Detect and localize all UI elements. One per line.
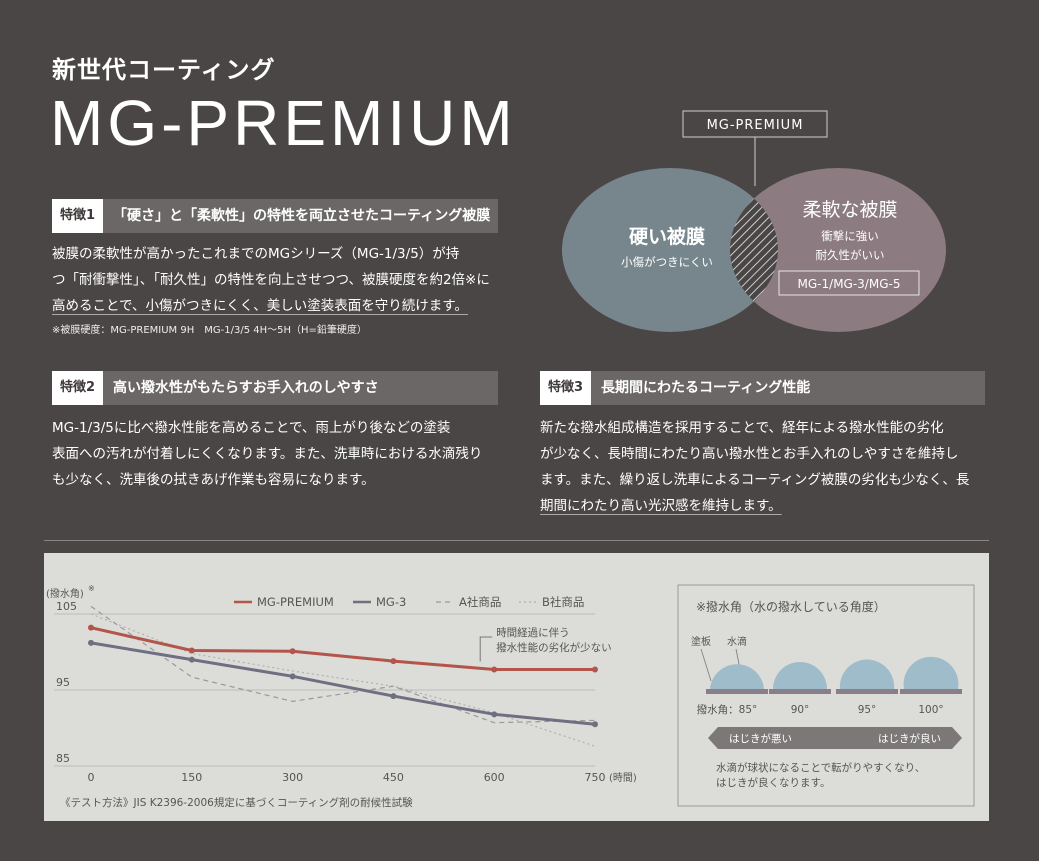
hard-film-ellipse	[562, 168, 778, 332]
data-point	[592, 666, 598, 673]
water-repellency-chart: 85 95 105 0 150 300 450 600 750 (時間) (撥水角) ※ MG-PREM…	[46, 584, 637, 809]
feature-3-line-4: 期間にわたり高い光沢感を維持します。	[540, 498, 782, 514]
angle-label: 95°	[858, 704, 877, 716]
series-line	[90, 626, 595, 671]
soft-film-box	[778, 270, 920, 296]
angle-label: 撥水角：85°	[697, 703, 758, 716]
water-drop	[773, 662, 827, 689]
angle-label: 100°	[918, 704, 943, 716]
soft-film-sub2: 耐久性がいい	[816, 248, 885, 262]
data-point	[188, 656, 195, 663]
feature-1-line-2: つ「耐衝撃性」、「耐久性」の特性を向上させつつ、被膜硬度を約2倍※に	[52, 272, 490, 288]
feature-3-tag: 特徴3	[540, 371, 592, 405]
data-point	[592, 721, 598, 728]
data-point	[390, 658, 397, 665]
legend-label: MG-PREMIUM	[257, 595, 334, 609]
feature-2-title: 高い撥水性がもたらすお手入れのしやすさ	[103, 371, 498, 405]
feature-1-title: 「硬さ」と「柔軟性」の特性を両立させたコーティング被膜	[103, 199, 498, 233]
soft-film-title: 柔軟な被膜	[802, 199, 897, 221]
y-tick-label: 105	[56, 600, 77, 613]
legend-label: B社商品	[542, 595, 584, 609]
water-drop	[710, 664, 764, 689]
data-point	[491, 666, 498, 673]
legend-label: MG-3	[376, 595, 406, 609]
soft-film-sub1: 衝撃に強い	[821, 229, 879, 243]
x-tick-label: 150	[181, 771, 202, 784]
annotation-text: 時間経過に伴う	[496, 626, 570, 639]
x-tick-label: 750	[585, 771, 606, 784]
feature-3-line-2: が少なく、長時間にわたり高い撥水性とお手入れのしやすさを維持し	[540, 446, 959, 462]
chart-panel: 85 95 105 0 150 300 450 600 750 (時間) (撥水角) ※ MG-PREM…	[44, 553, 989, 821]
contact-angle-title: ※撥水角（水の撥水している角度）	[696, 599, 886, 614]
feature-3-title: 長期間にわたるコーティング性能	[591, 371, 985, 405]
feature-1-line-1: 被膜の柔軟性が高かったこれまでのMGシリーズ（MG-1/3/5）が持	[52, 246, 460, 262]
y-tick-label: 95	[56, 676, 70, 689]
data-point	[289, 648, 296, 655]
angle-label: 90°	[791, 704, 810, 716]
data-point	[289, 673, 296, 680]
y-tick-label: 85	[56, 752, 70, 765]
data-point	[88, 624, 94, 631]
brand-title: MG-PREMIUM	[50, 87, 517, 159]
feature-1: 特徴1 「硬さ」と「柔軟性」の特性を両立させたコーティング被膜 被膜の柔軟性が高…	[52, 199, 498, 336]
board-leader	[700, 648, 712, 682]
board-label: 塗板	[691, 635, 711, 648]
data-point	[188, 647, 195, 654]
feature-2-line-2: 表面への汚れが付着しにくくなります。また、洗車時における水滴残り	[52, 446, 483, 462]
board-strip	[836, 689, 898, 694]
contact-angle-frame	[677, 584, 975, 807]
hard-film-title: 硬い被膜	[629, 225, 705, 248]
x-tick-label: 600	[484, 771, 505, 784]
x-tick-label: 300	[282, 771, 303, 784]
feature-2-tag: 特徴2	[52, 371, 104, 405]
data-point	[491, 711, 498, 718]
test-method-note: 《テスト方法》JIS K2396-2006規定に基づくコーティング剤の耐候性試験	[60, 796, 413, 809]
scale-good-label: はじきが良い	[878, 732, 941, 745]
annotation-leader	[479, 636, 493, 662]
drop-label: 水滴	[727, 635, 747, 648]
series-line	[90, 641, 596, 726]
feature-1-note: ※被膜硬度：MG-PREMIUM 9H MG-1/3/5 4H〜5H（H=鉛筆硬…	[52, 325, 367, 336]
venn-diagram: MG-PREMIUM 硬い被膜 小傷がつきにくい 柔軟な被膜 衝撃に強い 耐久性…	[562, 110, 946, 332]
feature-1-tag: 特徴1	[52, 199, 104, 233]
feature-2-line-3: も少なく、洗車後の拭きあげ作業も容易になります。	[52, 472, 375, 488]
x-unit-label: (時間)	[609, 772, 637, 784]
feature-3-line-3: ます。また、繰り返し洗車によるコーティング被膜の劣化も少なく、長	[540, 472, 970, 488]
page-subtitle: 新世代コーティング	[52, 56, 276, 84]
data-point	[88, 639, 94, 646]
legend-label: A社商品	[459, 595, 501, 609]
feature-2-line-1: MG-1/3/5に比べ撥水性能を高めることで、雨上がり後などの塗装	[52, 420, 451, 436]
board-strip	[706, 689, 768, 694]
contact-angle-caption: はじきが良くなります。	[716, 776, 830, 789]
series-line	[90, 605, 596, 724]
repellency-scale	[708, 727, 962, 749]
data-point	[390, 693, 397, 700]
y-axis-label: (撥水角)	[46, 587, 84, 600]
feature-1-line-3: 高めることで、小傷がつきにくく、美しい塗装表面を守り続けます。	[52, 298, 468, 314]
feature-2: 特徴2 高い撥水性がもたらすお手入れのしやすさ MG-1/3/5に比べ撥水性能を…	[52, 371, 498, 493]
x-tick-label: 0	[88, 771, 95, 784]
diagram-label: MG-PREMIUM	[707, 118, 804, 133]
soft-film-products: MG-1/MG-3/MG-5	[798, 277, 901, 291]
annotation-text: 撥水性能の劣化が少ない	[496, 641, 612, 654]
section-divider	[44, 540, 989, 541]
board-strip	[769, 689, 831, 694]
water-drop	[903, 656, 959, 689]
feature-3-line-1: 新たな撥水組成構造を採用することで、経年による撥水性能の劣化	[540, 420, 944, 436]
contact-angle-caption: 水滴が球状になることで転がりやすくなり、	[716, 761, 925, 774]
y-axis-mark: ※	[88, 584, 95, 593]
diagram-label-box	[682, 110, 828, 138]
feature-3: 特徴3 長期間にわたるコーティング性能 新たな撥水組成構造を採用することで、経年…	[540, 371, 985, 519]
soft-film-ellipse	[730, 168, 946, 332]
water-drop	[839, 659, 895, 689]
board-strip	[900, 689, 962, 694]
hard-film-sub: 小傷がつきにくい	[621, 255, 713, 269]
x-tick-label: 450	[383, 771, 404, 784]
scale-bad-label: はじきが悪い	[729, 732, 792, 745]
